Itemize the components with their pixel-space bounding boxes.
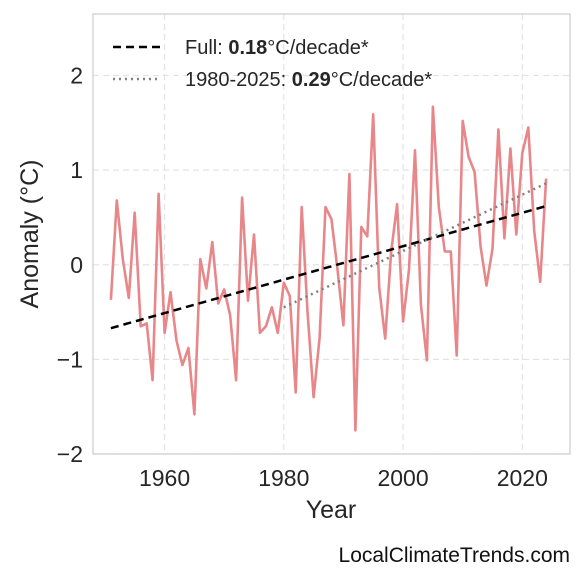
x-axis-label: Year: [306, 496, 357, 524]
full-trend-line: [111, 206, 546, 328]
y-tick-label: −2: [57, 441, 83, 467]
y-tick-label: 1: [70, 157, 83, 183]
y-axis-label: Anomaly (°C): [16, 160, 44, 309]
x-tick-label: 2020: [497, 465, 548, 491]
y-tick-label: 0: [70, 252, 83, 278]
legend-recent-unit: °C/decade*: [331, 69, 433, 91]
y-tick-label: 2: [70, 63, 83, 89]
legend-full-name: Full: [185, 37, 217, 59]
data-layer: [111, 107, 546, 431]
y-tick-label: −1: [57, 346, 83, 372]
x-tick-label: 1980: [258, 465, 309, 491]
x-tick-label: 2000: [377, 465, 428, 491]
legend-recent-entry: 1980-2025: 0.29°C/decade*: [185, 69, 432, 91]
legend-full-rate: 0.18: [228, 37, 267, 59]
legend-full-unit: °C/decade*: [267, 37, 369, 59]
site-credit: LocalClimateTrends.com: [339, 544, 570, 568]
legend-full-entry: Full: 0.18°C/decade*: [185, 37, 369, 59]
x-tick-label: 1960: [139, 465, 190, 491]
anomaly-series-line: [111, 107, 546, 431]
legend: Full: 0.18°C/decade* 1980-2025: 0.29°C/d…: [113, 37, 432, 91]
legend-recent-rate: 0.29: [292, 69, 331, 91]
legend-recent-name: 1980-2025: [185, 69, 281, 91]
